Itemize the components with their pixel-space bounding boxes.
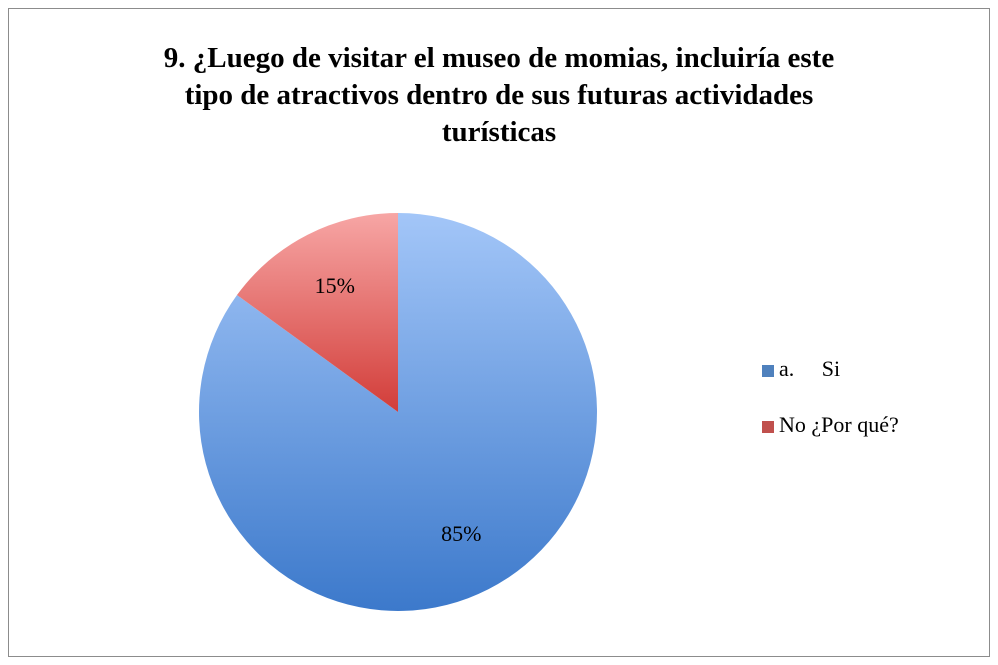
legend-label: a. Si [779, 356, 840, 381]
legend-swatch [762, 365, 774, 377]
chart-title: 9. ¿Luego de visitar el museo de momias,… [163, 42, 835, 148]
data-label: 15% [315, 273, 355, 298]
legend-label: No ¿Por qué? [779, 412, 899, 437]
legend-swatch [762, 421, 774, 433]
pie-slice [237, 212, 398, 412]
data-label: 85% [441, 521, 481, 546]
